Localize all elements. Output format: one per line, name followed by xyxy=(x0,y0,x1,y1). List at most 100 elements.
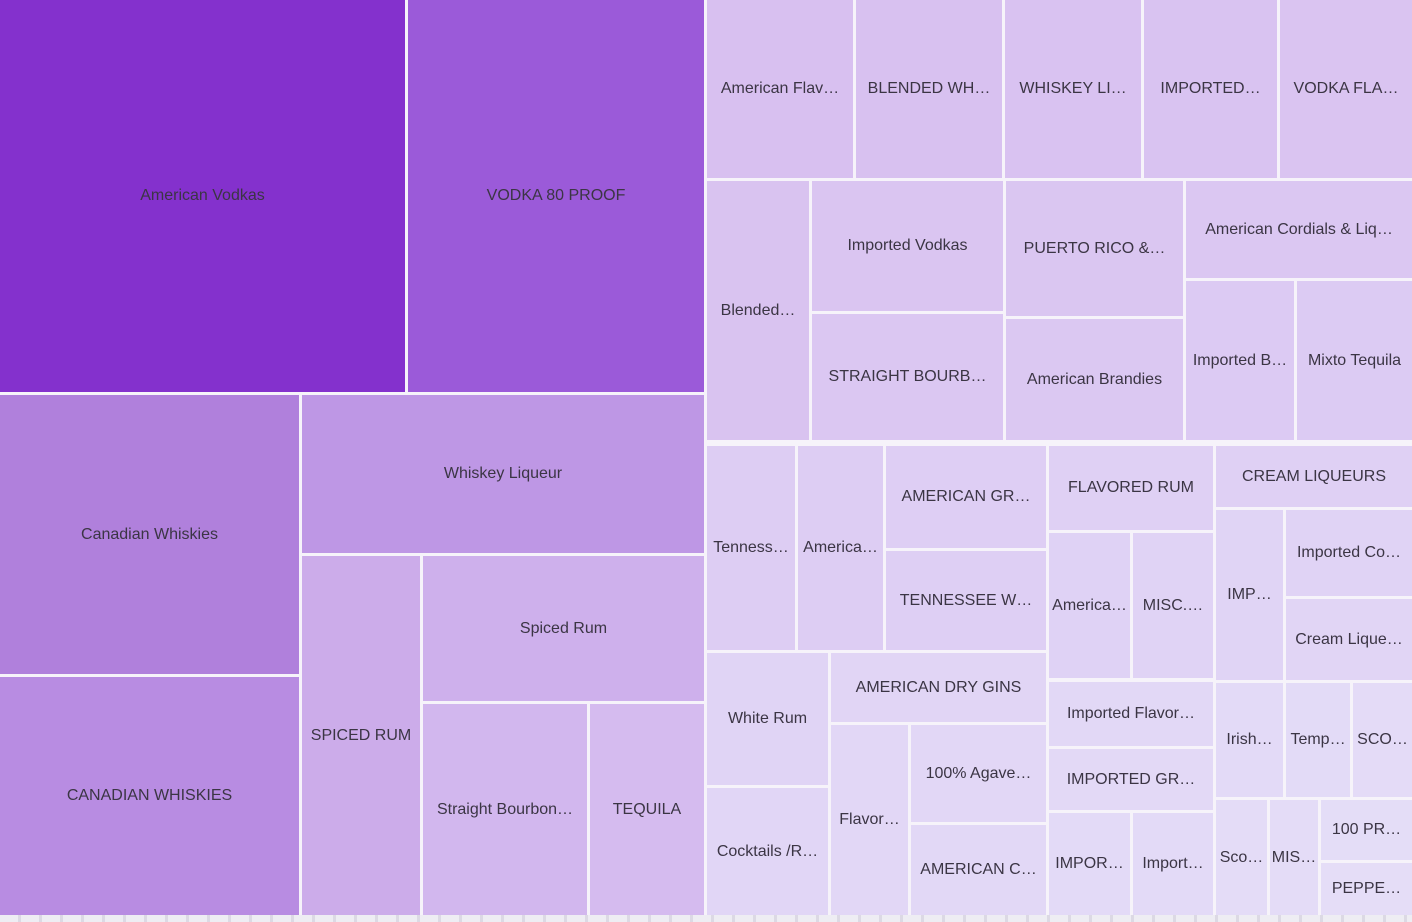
treemap-cell-label: CREAM LIQUEURS xyxy=(1241,467,1387,485)
treemap-cell[interactable]: AMERICAN DRY GINS xyxy=(831,653,1046,722)
treemap-cell-label: STRAIGHT BOURB… xyxy=(828,368,987,386)
treemap-cell-label: American Brandies xyxy=(1026,370,1163,388)
treemap-cell[interactable]: Flavor… xyxy=(831,725,908,915)
treemap-cell[interactable]: 100% Agave… xyxy=(911,725,1046,822)
treemap-cell[interactable]: PUERTO RICO &… xyxy=(1006,181,1183,316)
treemap-cell[interactable]: America… xyxy=(798,446,883,650)
treemap-cell-label: MIS… xyxy=(1271,848,1317,866)
treemap-cell[interactable]: MIS… xyxy=(1270,800,1318,915)
treemap-cell-label: Imported Co… xyxy=(1296,544,1402,562)
treemap-cell-label: PEPPE… xyxy=(1331,880,1402,898)
treemap-cell[interactable]: American Vodkas xyxy=(0,0,405,392)
treemap-cell[interactable]: Temp… xyxy=(1286,683,1350,797)
treemap-cell[interactable]: Imported Vodkas xyxy=(812,181,1003,311)
treemap-cell[interactable]: VODKA FLA… xyxy=(1280,0,1412,178)
treemap-cell-label: Sco… xyxy=(1219,848,1264,866)
treemap-cell[interactable]: Imported Flavor… xyxy=(1049,682,1213,746)
bottom-tick-strip xyxy=(0,915,1412,922)
treemap-cell-label: TEQUILA xyxy=(612,800,682,818)
treemap-cell-label: Whiskey Liqueur xyxy=(443,465,563,483)
treemap-cell[interactable]: AMERICAN C… xyxy=(911,825,1046,915)
treemap-cell-label: 100% Agave… xyxy=(925,764,1032,782)
treemap-cell-label: AMERICAN GR… xyxy=(901,488,1031,506)
treemap-cell-label: American Flav… xyxy=(720,80,840,98)
treemap-cell[interactable]: 100 PR… xyxy=(1321,800,1412,860)
treemap-cell-label: Cream Lique… xyxy=(1295,630,1403,648)
treemap-cell[interactable]: STRAIGHT BOURB… xyxy=(812,314,1003,440)
treemap-cell-label: Irish… xyxy=(1226,731,1273,749)
treemap-cell-label: SPICED RUM xyxy=(310,726,412,744)
treemap-cell-label: PUERTO RICO &… xyxy=(1023,239,1166,257)
treemap-cell[interactable]: Cocktails /R… xyxy=(707,788,828,915)
treemap-cell[interactable]: TENNESSEE W… xyxy=(886,551,1046,650)
treemap-cell-label: 100 PR… xyxy=(1331,821,1402,839)
treemap-cell[interactable]: WHISKEY LI… xyxy=(1005,0,1141,178)
treemap-cell[interactable]: VODKA 80 PROOF xyxy=(408,0,704,392)
treemap-cell[interactable]: AMERICAN GR… xyxy=(886,446,1046,548)
treemap-cell-label: Cocktails /R… xyxy=(716,842,819,860)
treemap-cell[interactable]: MISC.… xyxy=(1133,533,1213,678)
treemap-cell[interactable]: Import… xyxy=(1133,813,1213,915)
treemap-cell[interactable]: IMPORTED… xyxy=(1144,0,1277,178)
treemap-cell-label: Flavor… xyxy=(839,811,900,829)
treemap-cell[interactable]: Mixto Tequila xyxy=(1297,281,1412,440)
treemap-cell-label: IMPOR… xyxy=(1055,855,1124,873)
treemap-cell-label: America… xyxy=(1052,596,1127,614)
treemap-cell-label: AMERICAN DRY GINS xyxy=(855,678,1022,696)
treemap-cell[interactable]: SCO… xyxy=(1353,683,1412,797)
treemap-cell-label: MISC.… xyxy=(1142,596,1204,614)
treemap-cell-label: VODKA 80 PROOF xyxy=(486,187,626,205)
treemap-cell[interactable]: Spiced Rum xyxy=(423,556,704,701)
treemap-cell-label: Temp… xyxy=(1290,731,1346,749)
treemap-cell-label: IMPORTED GR… xyxy=(1066,770,1196,788)
treemap-cell-label: Spiced Rum xyxy=(519,619,608,637)
treemap-cell[interactable]: Irish… xyxy=(1216,683,1283,797)
treemap-cell-label: American Cordials & Liq… xyxy=(1205,220,1393,238)
treemap-cell[interactable]: SPICED RUM xyxy=(302,556,420,915)
treemap-cell[interactable]: America… xyxy=(1049,533,1130,678)
treemap-cell-label: WHISKEY LI… xyxy=(1019,80,1127,98)
treemap-cell[interactable]: Sco… xyxy=(1216,800,1267,915)
treemap-cell[interactable]: Blended… xyxy=(707,181,809,440)
treemap-cell-label: BLENDED WH… xyxy=(867,80,991,98)
treemap-cell-label: Blended… xyxy=(720,301,796,319)
treemap-cell[interactable]: TEQUILA xyxy=(590,704,704,915)
treemap-cell[interactable]: White Rum xyxy=(707,653,828,785)
treemap-cell[interactable]: Straight Bourbon… xyxy=(423,704,587,915)
treemap-cell[interactable]: PEPPE… xyxy=(1321,863,1412,915)
treemap-cell-label: Imported Flavor… xyxy=(1066,705,1196,723)
treemap-cell[interactable]: American Brandies xyxy=(1006,319,1183,440)
treemap-cell[interactable]: Imported Co… xyxy=(1286,510,1412,596)
treemap-cell[interactable]: IMPORTED GR… xyxy=(1049,749,1213,810)
treemap-cell[interactable]: American Cordials & Liq… xyxy=(1186,181,1412,278)
treemap-cell[interactable]: IMP… xyxy=(1216,510,1283,680)
treemap-cell[interactable]: CANADIAN WHISKIES xyxy=(0,677,299,915)
treemap-cell-label: IMPORTED… xyxy=(1160,80,1261,98)
treemap-cell[interactable]: Cream Lique… xyxy=(1286,599,1412,680)
treemap-cell-label: America… xyxy=(803,539,878,557)
treemap-cell[interactable]: CREAM LIQUEURS xyxy=(1216,446,1412,507)
treemap-cell-label: Tenness… xyxy=(713,539,789,557)
treemap-cell-label: American Vodkas xyxy=(140,187,265,205)
treemap-cell[interactable]: Canadian Whiskies xyxy=(0,395,299,674)
treemap-cell-label: VODKA FLA… xyxy=(1293,80,1399,98)
treemap-cell-label: White Rum xyxy=(727,710,808,728)
treemap-cell-label: Mixto Tequila xyxy=(1307,351,1402,369)
treemap-cell[interactable]: IMPOR… xyxy=(1049,813,1130,915)
treemap-cell[interactable]: Whiskey Liqueur xyxy=(302,395,704,553)
treemap-cell-label: AMERICAN C… xyxy=(920,861,1037,879)
treemap-cell-label: CANADIAN WHISKIES xyxy=(66,787,233,805)
treemap-cell[interactable]: Tenness… xyxy=(707,446,795,650)
treemap-cell[interactable]: Imported B… xyxy=(1186,281,1294,440)
treemap-cell-label: SCO… xyxy=(1357,731,1408,749)
treemap-cell-label: IMP… xyxy=(1227,586,1272,604)
treemap-cell-label: Canadian Whiskies xyxy=(81,525,218,543)
treemap-cell[interactable]: American Flav… xyxy=(707,0,853,178)
treemap-cell-label: Straight Bourbon… xyxy=(436,800,574,818)
treemap-cell-label: Imported Vodkas xyxy=(847,237,968,255)
treemap-cell[interactable]: FLAVORED RUM xyxy=(1049,446,1213,530)
treemap-cell[interactable]: BLENDED WH… xyxy=(856,0,1002,178)
treemap-cell-label: FLAVORED RUM xyxy=(1068,479,1194,497)
